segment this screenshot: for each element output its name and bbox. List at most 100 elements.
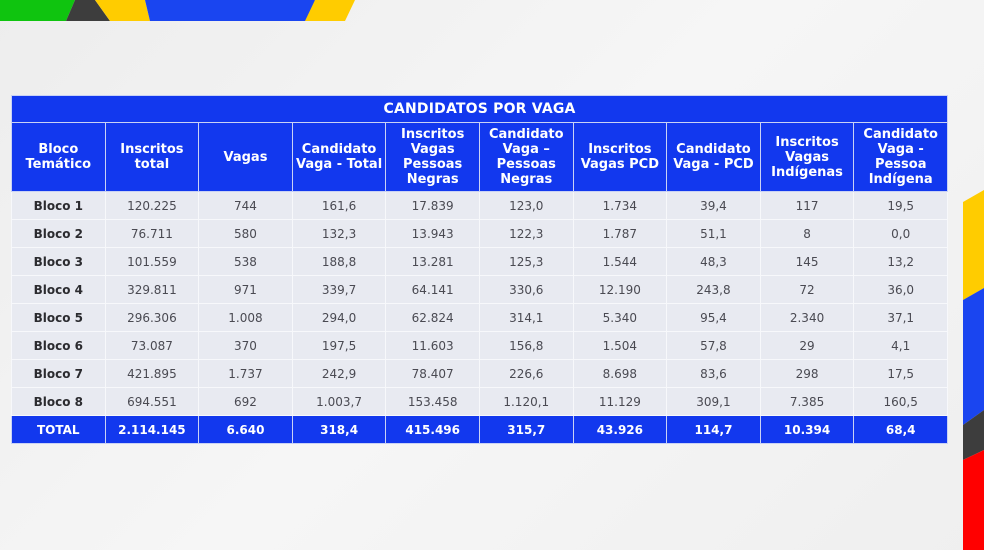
table-cell: 11.603 <box>385 331 480 360</box>
table-cell: 0,0 <box>853 219 949 248</box>
row-label-bloco: Bloco 5 <box>11 303 106 332</box>
table-cell: 13.281 <box>385 247 480 276</box>
table-cell: 243,8 <box>666 275 761 304</box>
table-cell: 339,7 <box>291 275 387 304</box>
table-cell: 1.504 <box>572 331 668 360</box>
table-cell: 330,6 <box>478 275 574 304</box>
table-cell: 73.087 <box>104 331 200 360</box>
table-cell: 421.895 <box>104 359 200 388</box>
table-cell: 122,3 <box>478 219 574 248</box>
table-cell: 160,5 <box>853 387 949 416</box>
total-cell: 68,4 <box>853 415 949 444</box>
header-candidato-vaga-total: Candidato Vaga - Total <box>291 122 387 192</box>
table-cell: 57,8 <box>666 331 761 360</box>
table-cell: 17,5 <box>853 359 949 388</box>
table-cell: 370 <box>198 331 293 360</box>
table-cell: 19,5 <box>853 191 949 220</box>
total-cell: 315,7 <box>478 415 574 444</box>
table-cell: 51,1 <box>666 219 761 248</box>
table-cell: 298 <box>759 359 855 388</box>
table-cell: 123,0 <box>478 191 574 220</box>
table-cell: 117 <box>759 191 855 220</box>
table-cell: 8 <box>759 219 855 248</box>
table-cell: 188,8 <box>291 247 387 276</box>
table-cell: 145 <box>759 247 855 276</box>
table-cell: 11.129 <box>572 387 668 416</box>
row-label-bloco: Bloco 6 <box>11 331 106 360</box>
header-row: Bloco Temático Inscritos total Vagas Can… <box>11 122 949 192</box>
total-cell: 415.496 <box>385 415 480 444</box>
table-cell: 329.811 <box>104 275 200 304</box>
table-cell: 64.141 <box>385 275 480 304</box>
decorative-top-band <box>0 0 355 21</box>
table-row: Bloco 7 421.895 1.737 242,9 78.407 226,6 8.698… <box>11 359 949 388</box>
table-cell: 296.306 <box>104 303 200 332</box>
header-vagas: Vagas <box>198 122 293 192</box>
table-row: Bloco 3 101.559 538 188,8 13.281 125,3 1.544 48… <box>11 247 949 276</box>
decorative-side-band <box>963 190 984 550</box>
row-label-bloco: Bloco 4 <box>11 275 106 304</box>
table-row: Bloco 1 120.225 744 161,6 17.839 123,0 1.734 39… <box>11 191 949 220</box>
table-cell: 744 <box>198 191 293 220</box>
table-cell: 1.787 <box>572 219 668 248</box>
table-cell: 95,4 <box>666 303 761 332</box>
table-row: Bloco 2 76.711 580 132,3 13.943 122,3 1.787 51,… <box>11 219 949 248</box>
total-row: TOTAL 2.114.145 6.640 318,4 415.496 315,… <box>11 415 949 444</box>
table-cell: 1.544 <box>572 247 668 276</box>
total-cell: 6.640 <box>198 415 293 444</box>
table-cell: 48,3 <box>666 247 761 276</box>
table-row: Bloco 8 694.551 692 1.003,7 153.458 1.120,1 11… <box>11 387 949 416</box>
table-cell: 692 <box>198 387 293 416</box>
row-label-bloco: Bloco 3 <box>11 247 106 276</box>
table-cell: 36,0 <box>853 275 949 304</box>
header-candidato-vaga-pcd: Candidato Vaga - PCD <box>666 122 761 192</box>
table-cell: 78.407 <box>385 359 480 388</box>
table-cell: 17.839 <box>385 191 480 220</box>
table-cell: 580 <box>198 219 293 248</box>
table-cell: 13.943 <box>385 219 480 248</box>
table-cell: 120.225 <box>104 191 200 220</box>
header-inscritos-pessoas-negras: Inscritos Vagas Pessoas Negras <box>385 122 480 192</box>
row-label-bloco: Bloco 8 <box>11 387 106 416</box>
table-cell: 538 <box>198 247 293 276</box>
table-row: Bloco 6 73.087 370 197,5 11.603 156,8 1.504 57,… <box>11 331 949 360</box>
table-cell: 1.120,1 <box>478 387 574 416</box>
table-cell: 226,6 <box>478 359 574 388</box>
table-cell: 1.737 <box>198 359 293 388</box>
table-cell: 4,1 <box>853 331 949 360</box>
header-candidato-vaga-indigena: Candidato Vaga - Pessoa Indígena <box>853 122 949 192</box>
table-cell: 1.734 <box>572 191 668 220</box>
table-cell: 294,0 <box>291 303 387 332</box>
table-cell: 242,9 <box>291 359 387 388</box>
table-cell: 125,3 <box>478 247 574 276</box>
total-cell: 318,4 <box>291 415 387 444</box>
table-cell: 309,1 <box>666 387 761 416</box>
row-label-bloco: Bloco 1 <box>11 191 106 220</box>
table-cell: 72 <box>759 275 855 304</box>
table-cell: 153.458 <box>385 387 480 416</box>
total-cell: 114,7 <box>666 415 761 444</box>
table-cell: 101.559 <box>104 247 200 276</box>
candidates-per-vacancy-table: CANDIDATOS POR VAGA Bloco Temático Inscr… <box>10 95 949 444</box>
table-cell: 8.698 <box>572 359 668 388</box>
total-cell: 10.394 <box>759 415 855 444</box>
table-row: Bloco 5 296.306 1.008 294,0 62.824 314,1 5.340… <box>11 303 949 332</box>
total-label: TOTAL <box>11 415 106 444</box>
table-cell: 2.340 <box>759 303 855 332</box>
table-cell: 76.711 <box>104 219 200 248</box>
table-cell: 12.190 <box>572 275 668 304</box>
table-cell: 197,5 <box>291 331 387 360</box>
table-cell: 83,6 <box>666 359 761 388</box>
table-cell: 314,1 <box>478 303 574 332</box>
table-cell: 37,1 <box>853 303 949 332</box>
row-label-bloco: Bloco 7 <box>11 359 106 388</box>
table-cell: 971 <box>198 275 293 304</box>
total-cell: 43.926 <box>572 415 668 444</box>
table-cell: 694.551 <box>104 387 200 416</box>
row-label-bloco: Bloco 2 <box>11 219 106 248</box>
header-candidato-vaga-pessoas-negras: Candidato Vaga – Pessoas Negras <box>478 122 574 192</box>
table-title: CANDIDATOS POR VAGA <box>10 95 949 123</box>
table-cell: 39,4 <box>666 191 761 220</box>
header-inscritos-total: Inscritos total <box>104 122 200 192</box>
table-cell: 13,2 <box>853 247 949 276</box>
